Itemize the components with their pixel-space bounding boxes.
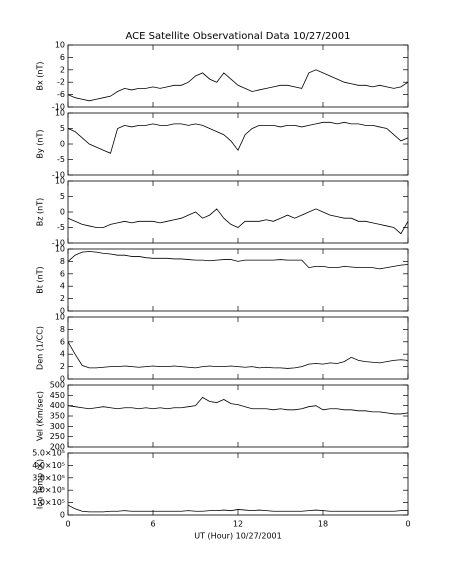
y-tick-label: -6	[57, 90, 65, 99]
y-tick-label: 350	[50, 412, 65, 421]
y-tick-label: 5	[60, 192, 65, 201]
x-tick-label: 0	[405, 520, 410, 529]
y-axis-label: Bz (nT)	[36, 198, 45, 226]
y-tick-label: 10	[55, 245, 65, 254]
y-tick-label: -5	[57, 223, 65, 232]
y-axis-label: Bx (nT)	[36, 62, 45, 91]
y-tick-label: 2.0×10⁵	[32, 486, 65, 495]
y-axis-label: Bt (nT)	[36, 266, 45, 293]
chart-title: ACE Satellite Observational Data 10/27/2…	[126, 31, 351, 42]
y-tick-label: 0	[60, 208, 65, 217]
y-tick-label: 400	[50, 401, 65, 410]
data-line	[67, 208, 409, 235]
y-tick-label: 4	[60, 282, 65, 291]
y-tick-label: 8	[60, 325, 65, 334]
y-axis-label: Vel (Km/sec)	[36, 391, 45, 441]
data-line	[67, 504, 408, 513]
y-tick-label: 8	[60, 257, 65, 266]
y-tick-label: 5.0×10⁵	[32, 449, 65, 458]
y-tick-label: -10	[52, 171, 65, 180]
y-tick-label: 250	[50, 432, 65, 441]
data-line	[67, 251, 409, 270]
y-tick-label: 450	[50, 391, 65, 400]
y-tick-label: 5	[60, 124, 65, 133]
y-tick-label: 0	[60, 307, 65, 316]
data-line	[67, 341, 409, 369]
y-tick-label: 500	[50, 381, 65, 390]
x-tick-label: 18	[318, 520, 328, 529]
y-tick-label: 3.0×10⁵	[32, 473, 65, 482]
y-tick-label: 1.0×10⁵	[32, 498, 65, 507]
y-tick-label: -10	[52, 103, 65, 112]
data-line	[67, 121, 409, 154]
y-axis-label: By (nT)	[36, 130, 45, 159]
y-axis-label: Ion Temp (K)	[36, 459, 45, 509]
y-tick-label: 0	[60, 511, 65, 520]
y-tick-label: 10	[55, 313, 65, 322]
y-tick-label: 0	[60, 140, 65, 149]
y-tick-label: 2	[60, 294, 65, 303]
y-tick-label: -5	[57, 155, 65, 164]
y-tick-label: 10	[55, 41, 65, 50]
y-tick-label: 200	[50, 443, 65, 452]
y-axis-label: Den (1/CC)	[36, 326, 45, 370]
x-tick-label: 0	[65, 520, 70, 529]
y-tick-label: -2	[57, 78, 65, 87]
y-tick-label: 4	[60, 350, 65, 359]
data-line	[67, 69, 409, 102]
y-tick-label: 6	[60, 269, 65, 278]
x-tick-label: 6	[150, 520, 155, 529]
y-tick-label: 4.0×10⁵	[32, 461, 65, 470]
y-tick-label: 2	[60, 362, 65, 371]
x-tick-label: 12	[233, 520, 243, 529]
y-tick-label: 6	[60, 337, 65, 346]
data-line	[67, 396, 409, 415]
y-tick-label: 10	[55, 177, 65, 186]
y-tick-label: 10	[55, 109, 65, 118]
x-axis-label: UT (Hour) 10/27/2001	[194, 532, 281, 541]
y-tick-label: 300	[50, 422, 65, 431]
y-tick-label: 2	[60, 65, 65, 74]
y-tick-label: -10	[52, 239, 65, 248]
y-tick-label: 6	[60, 53, 65, 62]
y-tick-label: 0	[60, 375, 65, 384]
